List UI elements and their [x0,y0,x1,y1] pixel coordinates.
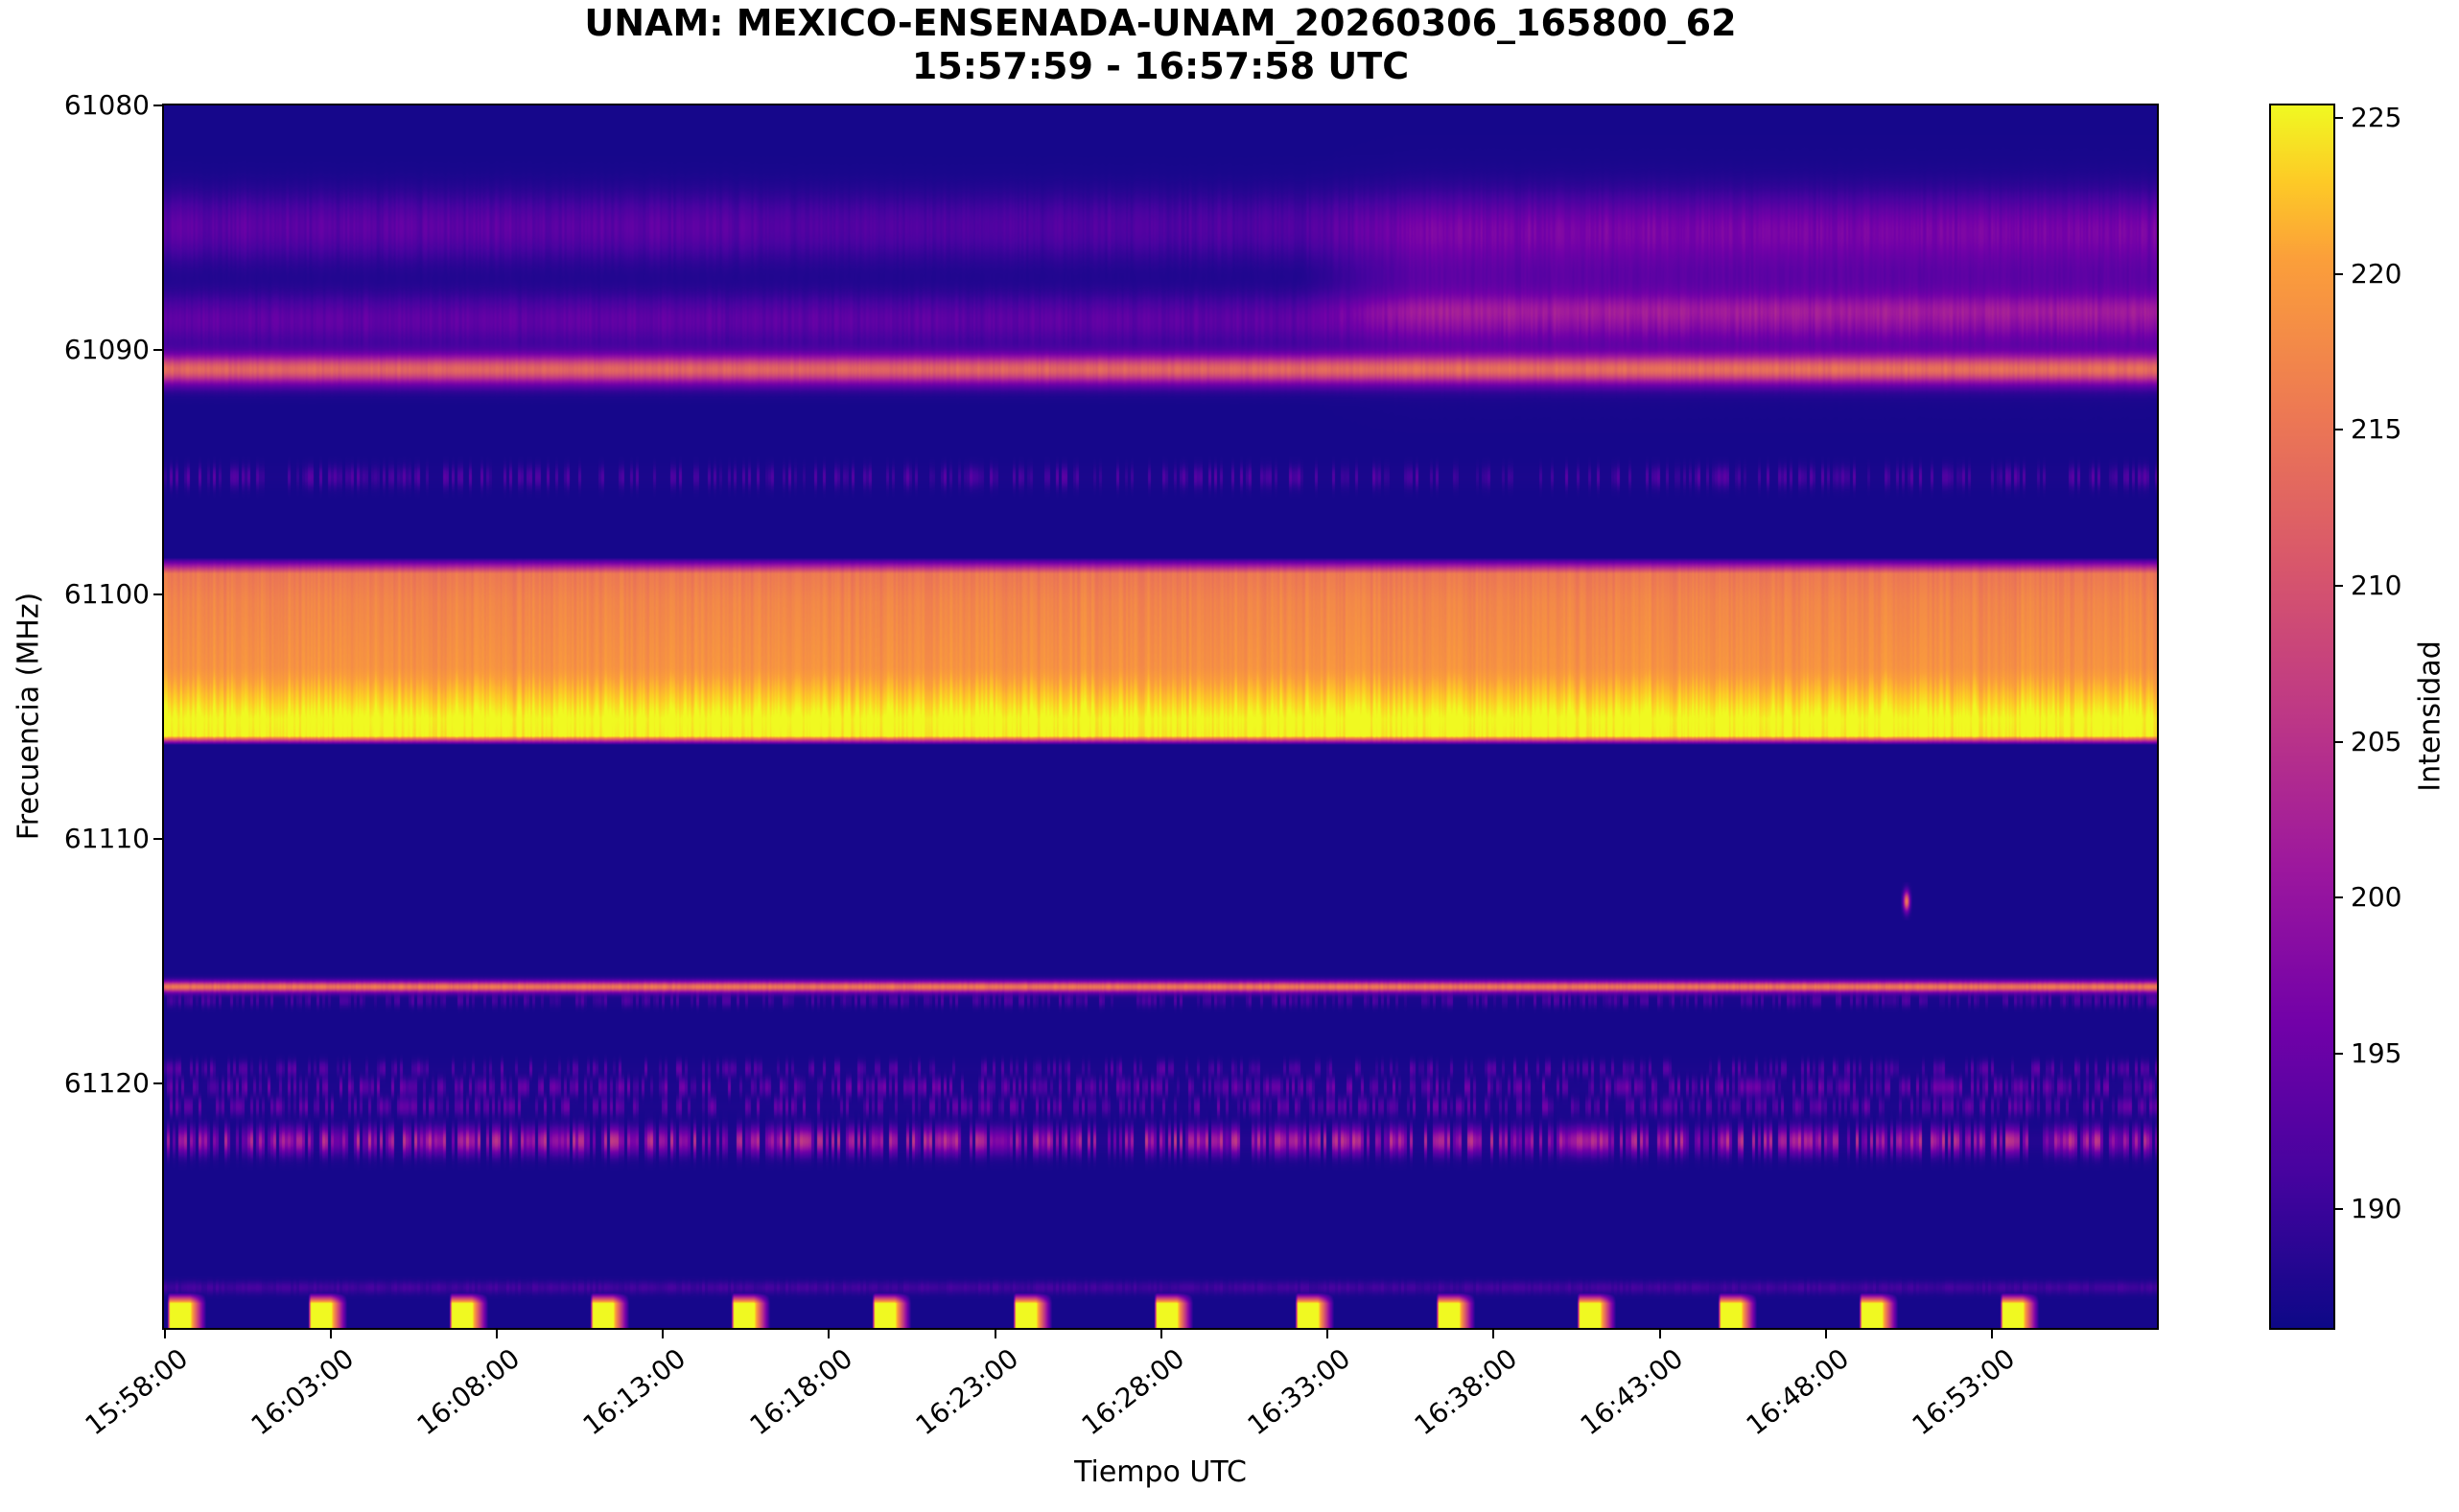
x-tick-label: 16:08:00 [410,1342,527,1442]
x-tick-label: 16:18:00 [743,1342,858,1442]
x-tick-label: 16:23:00 [909,1342,1024,1442]
x-axis-label: Tiempo UTC [1074,1455,1247,1489]
y-tick-mark [153,593,162,595]
colorbar-tick-label: 205 [2351,725,2402,757]
y-tick-mark [153,1082,162,1084]
colorbar-tick-mark [2335,740,2343,743]
colorbar-gradient [2271,105,2333,1328]
colorbar-tick-label: 225 [2351,102,2402,133]
x-tick-mark [1824,1330,1827,1338]
x-tick-label: 16:38:00 [1408,1342,1523,1442]
y-axis-label: Frecuencia (MHz) [12,592,46,841]
x-tick-mark [496,1330,498,1338]
x-tick-label: 16:48:00 [1740,1342,1856,1442]
x-tick-mark [1492,1330,1495,1338]
x-tick-mark [662,1330,665,1338]
y-tick-mark [153,105,162,106]
x-tick-label: 16:33:00 [1241,1342,1357,1442]
x-tick-mark [329,1330,332,1338]
colorbar-tick-mark [2335,272,2343,275]
colorbar-tick-mark [2335,429,2343,431]
colorbar-tick-mark [2335,1208,2343,1211]
x-tick-mark [828,1330,831,1338]
title-line-1: UNAM: MEXICO-ENSENADA-UNAM_20260306_1658… [584,2,1737,44]
colorbar-tick-mark [2335,1052,2343,1055]
x-tick-label: 16:03:00 [245,1342,361,1442]
y-tick-label: 61090 [63,334,150,365]
y-tick-mark [153,349,162,351]
colorbar-tick-mark [2335,584,2343,587]
colorbar-tick-label: 190 [2351,1193,2402,1225]
x-tick-label: 16:13:00 [577,1342,692,1442]
x-tick-label: 16:53:00 [1906,1342,2022,1442]
spectrogram-canvas [164,105,2157,1328]
x-tick-mark [1326,1330,1329,1338]
x-tick-mark [1658,1330,1661,1338]
colorbar-tick-mark [2335,117,2343,119]
x-tick-mark [1159,1330,1162,1338]
colorbar-tick-label: 210 [2351,569,2402,601]
x-tick-mark [1990,1330,1993,1338]
x-tick-label: 16:28:00 [1075,1342,1191,1442]
colorbar-tick-label: 195 [2351,1036,2402,1069]
x-tick-label: 16:43:00 [1574,1342,1689,1442]
colorbar-label: Intensidad [2413,640,2447,792]
y-tick-label: 61120 [63,1067,150,1099]
x-tick-label: 15:58:00 [79,1342,194,1442]
y-tick-label: 61100 [63,578,150,610]
x-tick-mark [163,1330,166,1338]
y-tick-mark [153,838,162,840]
colorbar-tick-mark [2335,896,2343,899]
y-tick-label: 61080 [63,89,150,121]
x-tick-mark [994,1330,996,1338]
y-tick-label: 61110 [63,823,150,854]
colorbar-tick-label: 220 [2351,257,2402,290]
title-line-2: 15:57:59 - 16:57:58 UTC [911,44,1410,87]
colorbar-tick-label: 215 [2351,413,2402,446]
figure-title: UNAM: MEXICO-ENSENADA-UNAM_20260306_1658… [164,2,2157,88]
colorbar [2269,104,2335,1330]
colorbar-tick-label: 200 [2351,881,2402,914]
